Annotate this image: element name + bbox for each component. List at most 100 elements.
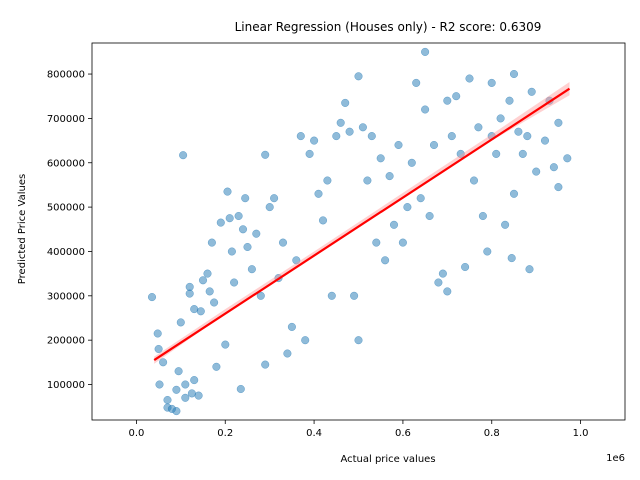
data-point — [421, 47, 430, 56]
data-point — [554, 183, 563, 192]
data-point — [523, 132, 532, 141]
data-point — [205, 287, 214, 296]
data-point — [336, 118, 345, 127]
data-point — [198, 276, 208, 285]
data-point — [210, 298, 219, 307]
data-point — [223, 187, 232, 196]
data-point — [407, 158, 416, 167]
data-point — [363, 176, 372, 185]
data-point — [474, 123, 483, 132]
data-point — [212, 362, 221, 371]
data-point — [179, 151, 188, 160]
data-point — [314, 189, 323, 198]
data-point — [292, 256, 301, 265]
x-tick-label: 1.0 — [573, 428, 589, 439]
data-point — [216, 218, 225, 227]
data-point — [403, 203, 412, 212]
y-tick-label: 600000 — [47, 158, 85, 169]
y-tick-label: 200000 — [47, 336, 85, 347]
data-point — [159, 358, 168, 367]
data-point — [501, 220, 510, 229]
data-point — [452, 92, 461, 101]
data-point — [323, 176, 332, 185]
data-point — [256, 291, 265, 300]
regression-line — [153, 87, 571, 362]
data-point — [478, 211, 487, 221]
data-point — [207, 238, 216, 247]
data-point — [389, 220, 399, 229]
data-point — [505, 96, 514, 105]
data-point — [487, 78, 496, 87]
data-point — [327, 291, 336, 300]
data-point — [243, 242, 252, 252]
data-point — [181, 380, 190, 389]
data-point — [176, 318, 185, 327]
data-point — [187, 389, 196, 398]
data-point — [549, 163, 558, 172]
x-tick-label: 0.2 — [217, 428, 233, 439]
data-point — [287, 322, 296, 331]
data-point — [230, 278, 239, 287]
data-point — [147, 293, 157, 302]
data-point — [153, 329, 162, 338]
data-point — [234, 211, 243, 221]
data-point — [270, 194, 279, 203]
data-point — [172, 385, 181, 394]
data-point — [492, 149, 501, 158]
plot-area — [147, 47, 572, 416]
data-point — [509, 69, 519, 79]
data-point — [247, 265, 256, 274]
data-point — [181, 393, 190, 402]
data-point — [203, 269, 212, 278]
data-point — [185, 289, 194, 298]
data-point — [372, 238, 381, 247]
data-point — [238, 225, 248, 234]
x-tick-label: 0.6 — [395, 428, 411, 439]
data-point — [341, 98, 350, 107]
x-axis-offset-label: 1e6 — [606, 453, 625, 464]
data-point — [154, 344, 163, 354]
data-point — [155, 380, 164, 389]
data-point — [296, 132, 305, 141]
x-axis-label: Actual price values — [340, 454, 435, 465]
data-point — [385, 172, 394, 181]
x-axis: 0.0 0.2 0.4 0.6 0.8 1.0 — [128, 420, 589, 439]
data-point — [438, 269, 447, 278]
data-point — [354, 336, 363, 345]
data-point — [283, 349, 292, 358]
data-point — [429, 140, 439, 150]
data-point — [447, 132, 456, 141]
data-point — [265, 203, 274, 212]
data-point — [416, 194, 425, 203]
data-point — [443, 96, 452, 105]
data-point — [172, 407, 181, 416]
data-point — [261, 360, 270, 369]
data-point — [301, 336, 310, 345]
data-point — [421, 105, 430, 114]
data-point — [227, 247, 236, 256]
data-point — [376, 154, 385, 163]
data-point — [496, 114, 505, 123]
data-point — [443, 287, 452, 296]
data-point — [241, 194, 250, 203]
data-point — [252, 229, 261, 238]
data-point — [345, 127, 354, 136]
x-tick-label: 0.0 — [128, 428, 144, 439]
data-point — [174, 367, 183, 376]
data-point — [261, 150, 270, 159]
data-point — [394, 140, 403, 150]
data-point — [278, 238, 288, 247]
data-point — [509, 189, 519, 198]
y-tick-label: 700000 — [47, 114, 85, 125]
y-tick-label: 100000 — [47, 380, 85, 391]
data-point — [527, 87, 536, 96]
data-point — [563, 154, 572, 163]
data-point — [367, 132, 376, 141]
data-point — [412, 78, 421, 87]
data-point — [532, 167, 541, 176]
y-tick-label: 500000 — [47, 203, 85, 214]
y-axis-label: Predicted Price Values — [17, 174, 28, 284]
data-point — [483, 247, 492, 256]
data-point — [456, 149, 465, 158]
